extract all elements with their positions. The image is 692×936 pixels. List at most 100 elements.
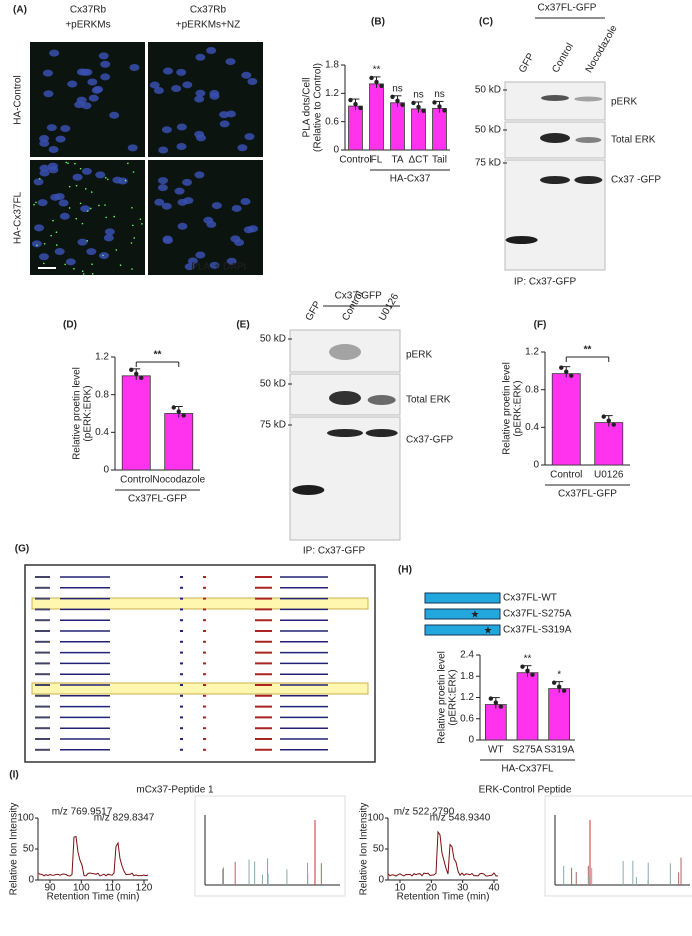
nucleus xyxy=(184,263,195,271)
bar xyxy=(348,105,363,151)
nucleus xyxy=(163,67,174,75)
nucleus xyxy=(211,202,222,210)
y-tick-label: 1.2 xyxy=(525,347,539,358)
nucleus xyxy=(225,110,236,118)
x-tick-label: 110 xyxy=(105,883,121,894)
nucleus xyxy=(103,234,114,242)
pla-dot xyxy=(139,218,142,220)
y-tick-label: 0 xyxy=(468,735,474,746)
nucleus xyxy=(77,238,88,246)
nucleus xyxy=(81,167,92,175)
x-tick-label: 100 xyxy=(73,883,90,894)
band-label: pERK xyxy=(611,97,637,108)
pla-dot xyxy=(115,249,118,251)
pla-dot xyxy=(43,262,45,265)
pla-dot xyxy=(102,254,104,257)
nucleus xyxy=(93,85,104,93)
pla-dot xyxy=(75,217,78,220)
y-tick-label: 0.4 xyxy=(95,427,109,438)
x-tick-label: 20 xyxy=(426,883,438,894)
data-dot xyxy=(606,418,611,423)
pla-dot xyxy=(50,234,52,237)
y-tick-label: 0.6 xyxy=(325,116,339,127)
pla-dot xyxy=(127,162,129,165)
pla-dot xyxy=(35,201,37,204)
panel-label: (A) xyxy=(13,5,27,16)
nucleus xyxy=(39,135,50,143)
pla-dot xyxy=(73,267,75,270)
construct-bar xyxy=(424,624,501,636)
data-dot xyxy=(176,409,181,414)
section-title: ERK-Control Peptide xyxy=(479,785,572,796)
nucleus xyxy=(39,139,50,147)
peak-label: m/z 769.9517 xyxy=(52,807,113,818)
blot-strip xyxy=(289,329,401,373)
peak-label: m/z 548.9340 xyxy=(430,813,491,824)
blot-title: Cx37FL-GFP xyxy=(538,3,597,14)
y-tick-label: 0.8 xyxy=(525,384,539,395)
nucleus xyxy=(60,124,71,132)
pla-dot xyxy=(75,184,78,187)
pla-dot xyxy=(43,242,46,245)
pla-dot xyxy=(74,162,76,165)
nucleus xyxy=(244,133,255,141)
pla-dot xyxy=(98,204,100,207)
x-tick-label: 10 xyxy=(394,883,406,894)
column-header: +pERKMs xyxy=(65,20,110,31)
pla-dot xyxy=(90,191,93,193)
nucleus xyxy=(153,86,164,94)
x-tick-label: FL xyxy=(371,155,383,166)
pla-dot xyxy=(130,242,133,244)
significance: ns xyxy=(392,83,403,94)
x-tick-label: 120 xyxy=(136,883,153,894)
data-dot xyxy=(353,101,358,107)
y-axis-label: Relative Ion Intensity xyxy=(359,803,370,896)
band-label: pERK xyxy=(406,350,432,361)
nucleus xyxy=(129,63,140,71)
significance: ** xyxy=(584,345,592,356)
nucleus xyxy=(100,60,111,68)
nucleus xyxy=(67,80,78,88)
data-dot xyxy=(551,680,557,685)
nucleus xyxy=(158,146,169,154)
data-dot xyxy=(601,414,606,419)
nucleus xyxy=(72,173,83,181)
pla-dot xyxy=(55,244,58,246)
nucleus xyxy=(37,199,48,207)
data-dot xyxy=(564,369,569,374)
band xyxy=(367,395,396,405)
blot-footer: IP: Cx37-GFP xyxy=(514,277,577,288)
nucleus xyxy=(176,123,187,131)
nucleus xyxy=(109,111,120,119)
data-dot xyxy=(369,75,374,81)
chromatogram xyxy=(387,830,499,877)
y-tick-label: 0 xyxy=(533,460,539,471)
nucleus xyxy=(65,258,76,266)
blot-footer: IP: Cx37-GFP xyxy=(303,546,366,557)
x-tick-label: Control xyxy=(120,475,152,486)
y-axis-label: Relative proetin level xyxy=(72,367,83,460)
nucleus xyxy=(98,52,109,60)
data-dot xyxy=(411,100,416,106)
nucleus xyxy=(248,225,259,233)
pla-dot xyxy=(81,222,84,225)
x-tick-label: Tail xyxy=(432,155,447,166)
y-tick-label: 100 xyxy=(17,813,34,824)
spectrum-frame xyxy=(544,795,692,897)
column-header: Cx37Rb xyxy=(70,5,107,16)
nucleus xyxy=(39,169,50,177)
nucleus xyxy=(39,164,50,172)
highlight xyxy=(31,597,369,610)
x-tick-label: Nocodazole xyxy=(152,475,205,486)
nucleus xyxy=(194,171,205,179)
bar xyxy=(432,108,447,151)
band-label: Total ERK xyxy=(611,135,656,146)
y-tick-label: 50 xyxy=(23,844,35,855)
data-dot xyxy=(569,373,574,378)
pla-dot xyxy=(132,224,134,227)
bar xyxy=(551,373,581,466)
pla-dot xyxy=(105,216,107,219)
nucleus xyxy=(47,162,58,170)
nucleus xyxy=(195,134,206,142)
